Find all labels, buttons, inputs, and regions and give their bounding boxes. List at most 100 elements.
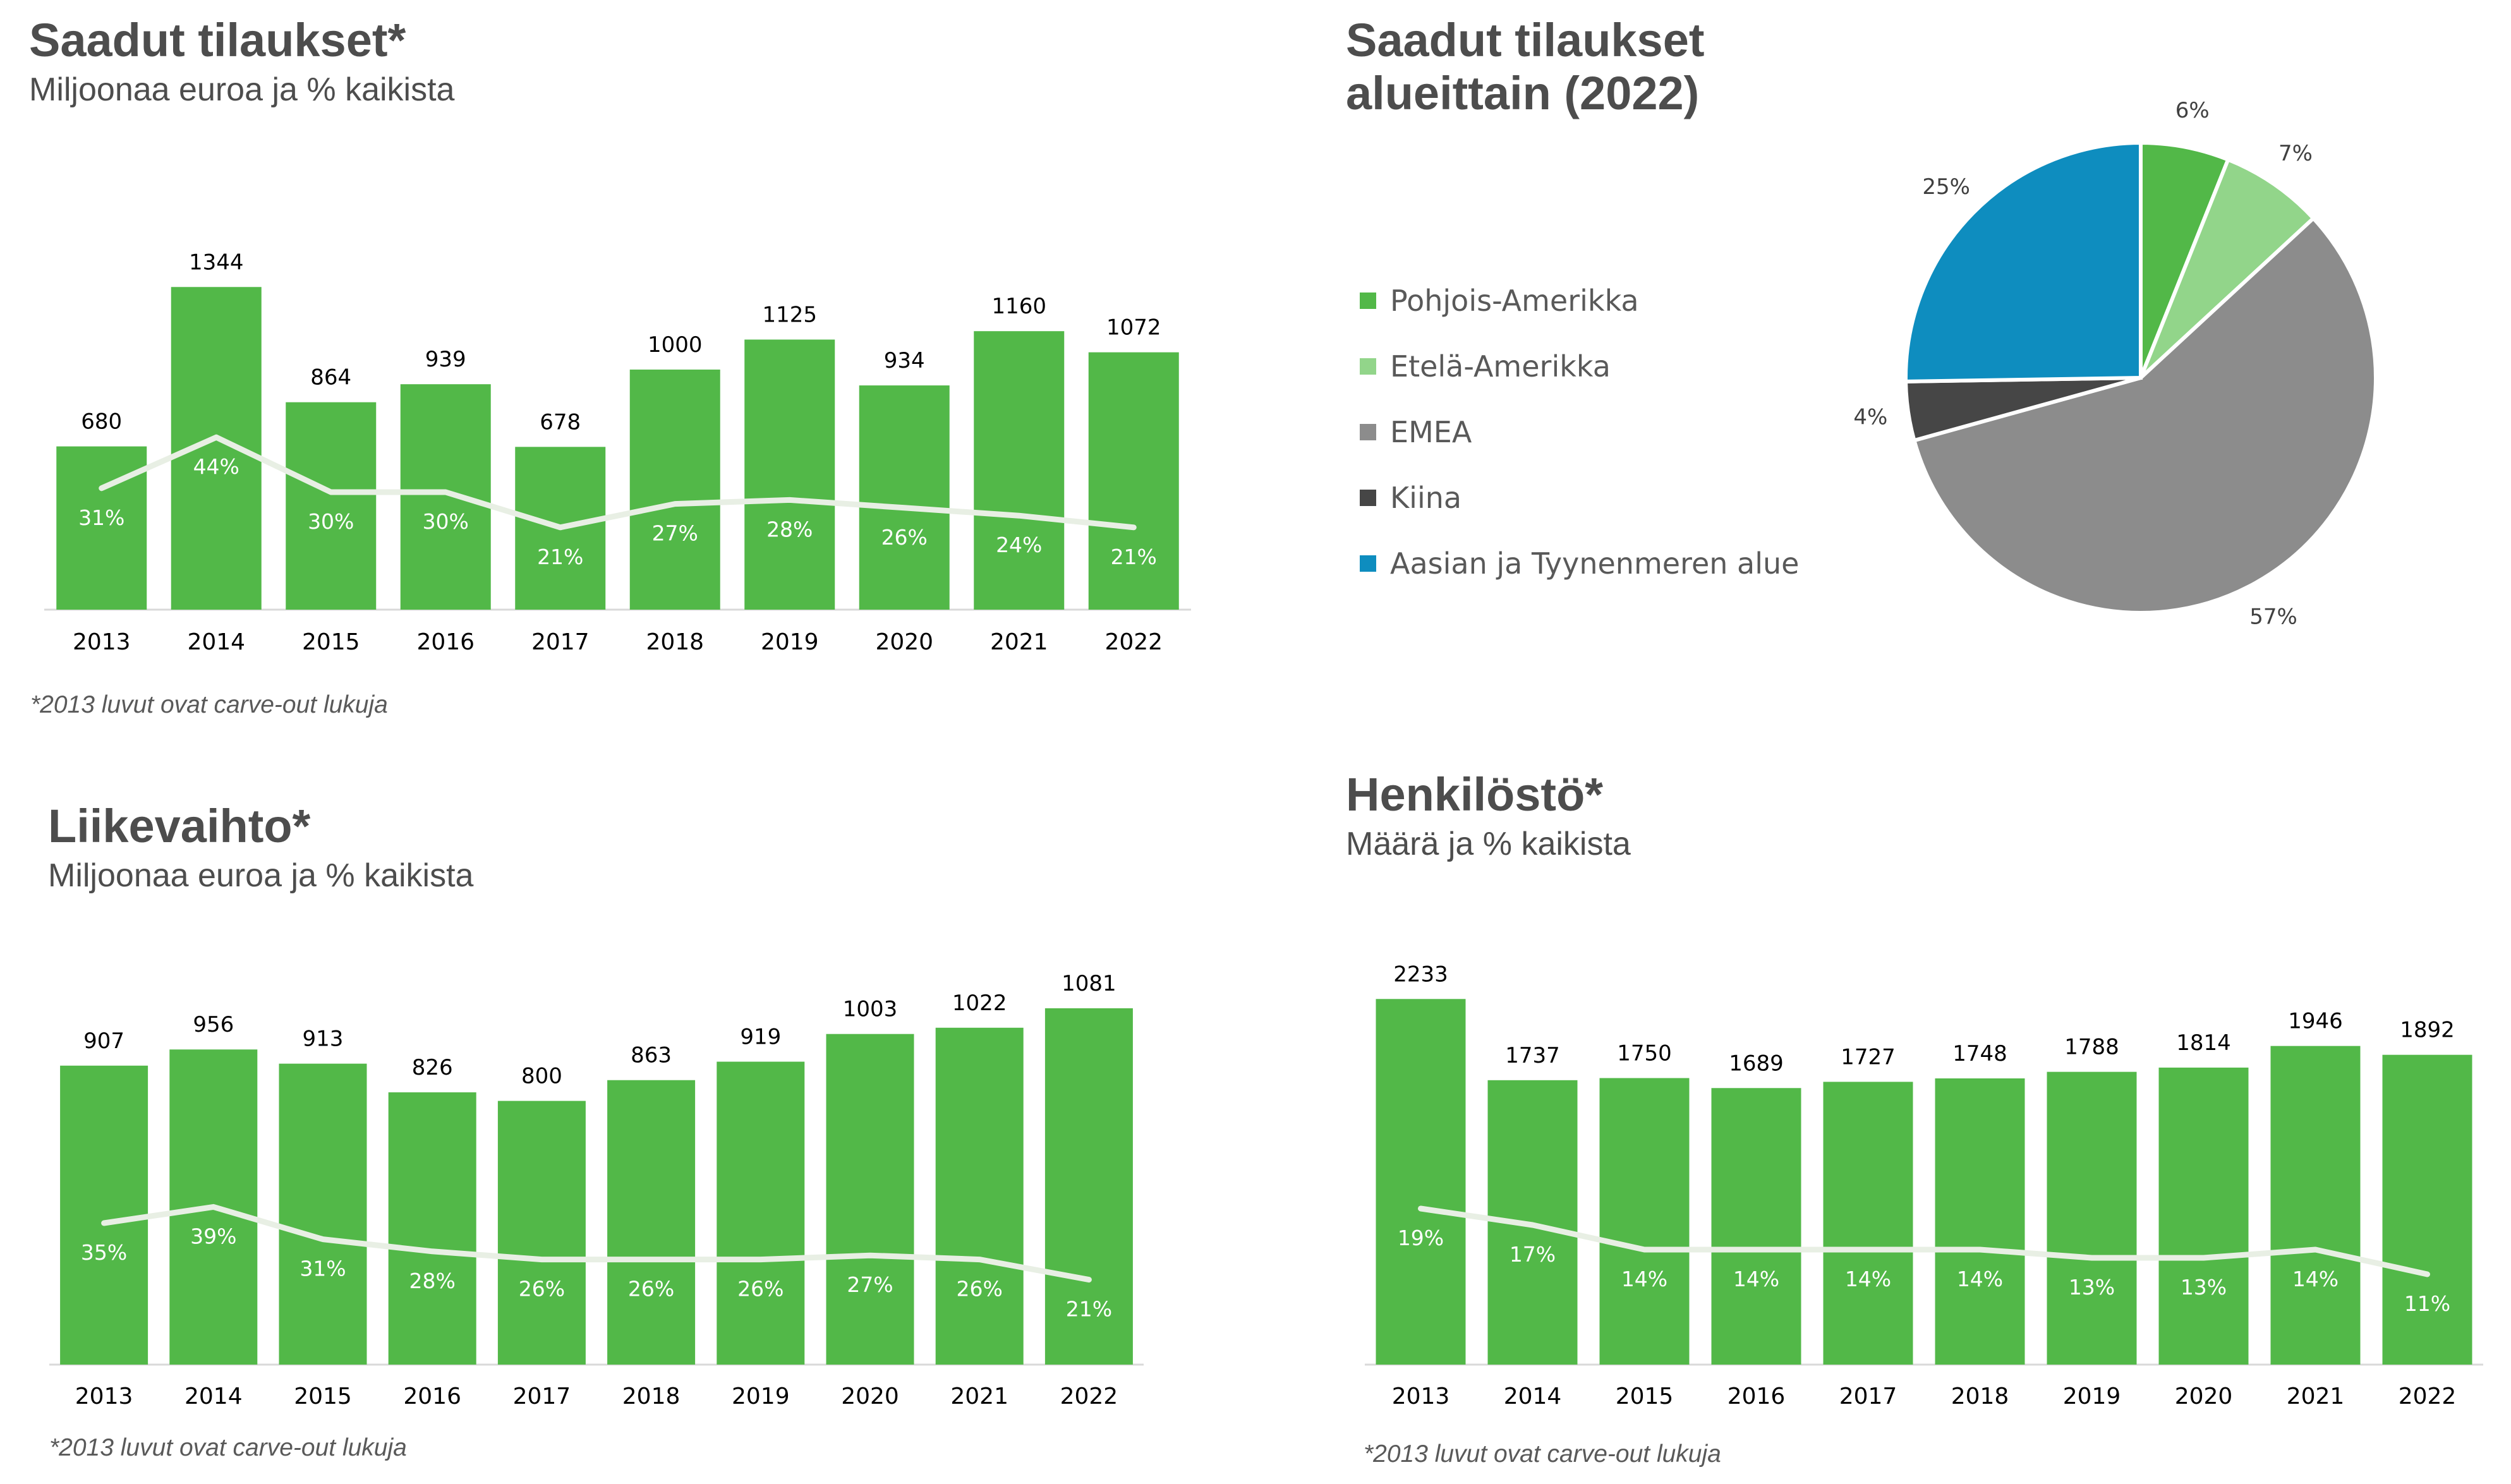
- personnel-share-label: 17%: [1510, 1242, 1556, 1267]
- personnel-note: *2013 luvut ovat carve-out lukuja: [1364, 1440, 1721, 1468]
- revenue-tick-label: 2018: [622, 1384, 681, 1409]
- revenue-bar: [607, 1080, 696, 1365]
- legend-label: EMEA: [1390, 415, 1472, 449]
- personnel-tick-label: 2014: [1504, 1384, 1562, 1409]
- revenue-bar: [717, 1061, 805, 1365]
- revenue-bar: [497, 1101, 586, 1365]
- pie-value-label: 25%: [1922, 174, 1970, 200]
- revenue-tick-label: 2013: [75, 1384, 133, 1409]
- personnel-tick-label: 2022: [2399, 1384, 2457, 1409]
- personnel-value-label: 1748: [1952, 1041, 2007, 1066]
- revenue-value-label: 919: [740, 1025, 781, 1050]
- personnel-tick-label: 2021: [2287, 1384, 2345, 1409]
- pie-slice: [2139, 157, 2316, 380]
- orders-tick-label: 2021: [990, 629, 1048, 655]
- revenue-tick-label: 2022: [1060, 1384, 1118, 1409]
- personnel-bar: [2382, 1054, 2472, 1365]
- orders-bar: [629, 370, 720, 610]
- personnel-tick-label: 2016: [1727, 1384, 1786, 1409]
- orders-subtitle: Miljoonaa euroa ja % kaikista: [29, 71, 455, 108]
- personnel-bar: [2270, 1046, 2361, 1365]
- personnel-tick-label: 2015: [1616, 1384, 1674, 1409]
- personnel-panel: Henkilöstö* Määrä ja % kaikista: [1346, 768, 2483, 863]
- orders-bar: [286, 402, 377, 610]
- revenue-share-label: 31%: [300, 1257, 346, 1281]
- personnel-value-label: 1814: [2176, 1030, 2231, 1056]
- orders-tick-label: 2018: [646, 629, 704, 655]
- personnel-value-label: 1727: [1841, 1044, 1896, 1070]
- revenue-tick-label: 2020: [841, 1384, 899, 1409]
- pie-slice: [1904, 140, 2143, 383]
- orders-value-label: 939: [425, 347, 466, 372]
- orders-tick-label: 2013: [73, 629, 131, 655]
- orders-share-label: 26%: [881, 525, 928, 550]
- revenue-value-label: 956: [193, 1012, 234, 1037]
- revenue-bar: [935, 1027, 1024, 1365]
- personnel-subtitle: Määrä ja % kaikista: [1346, 826, 1631, 862]
- orders-panel: Saadut tilaukset* Miljoonaa euroa ja % k…: [29, 14, 1230, 109]
- legend-item: Etelä-Amerikka: [1360, 334, 1799, 399]
- revenue-tick-label: 2016: [403, 1384, 461, 1409]
- orders-value-label: 1125: [762, 303, 817, 328]
- revenue-value-label: 913: [303, 1027, 344, 1052]
- legend-label: Etelä-Amerikka: [1390, 349, 1611, 383]
- personnel-tick-label: 2017: [1839, 1384, 1897, 1409]
- revenue-share-label: 26%: [737, 1277, 784, 1301]
- orders-share-label: 30%: [423, 509, 469, 534]
- revenue-panel: Liikevaihto* Miljoonaa euroa ja % kaikis…: [48, 800, 1185, 895]
- revenue-share-label: 26%: [957, 1277, 1003, 1301]
- orders-region-panel: Saadut tilaukset alueittain (2022): [1346, 14, 1915, 120]
- revenue-tick-label: 2014: [185, 1384, 243, 1409]
- revenue-subtitle: Miljoonaa euroa ja % kaikista: [48, 857, 474, 894]
- personnel-value-label: 1946: [2288, 1009, 2343, 1034]
- revenue-value-label: 863: [631, 1043, 672, 1068]
- personnel-value-label: 2233: [1393, 962, 1448, 987]
- revenue-bar: [60, 1065, 148, 1365]
- legend-swatch: [1360, 555, 1376, 572]
- revenue-note: *2013 luvut ovat carve-out lukuja: [49, 1434, 407, 1461]
- personnel-share-label: 14%: [1845, 1267, 1891, 1291]
- orders-bar: [1088, 352, 1179, 610]
- orders-value-label: 1160: [991, 294, 1046, 319]
- orders-bar: [859, 385, 950, 610]
- personnel-tick-label: 2019: [2063, 1384, 2121, 1409]
- legend-item: EMEA: [1360, 399, 1799, 465]
- pie-slice: [1911, 215, 2378, 615]
- orders-tick-label: 2016: [416, 629, 475, 655]
- legend-label: Aasian ja Tyynenmeren alue: [1390, 546, 1800, 581]
- revenue-tick-label: 2021: [950, 1384, 1008, 1409]
- personnel-share-label: 14%: [1733, 1267, 1779, 1291]
- legend-item: Aasian ja Tyynenmeren alue: [1360, 531, 1799, 596]
- orders-bar: [744, 339, 835, 610]
- personnel-tick-label: 2018: [1951, 1384, 2009, 1409]
- revenue-value-label: 800: [521, 1064, 562, 1089]
- orders-bar: [400, 384, 491, 610]
- personnel-bar: [1711, 1088, 1801, 1365]
- legend-swatch: [1360, 358, 1376, 375]
- orders-share-label: 21%: [537, 545, 583, 569]
- orders-value-label: 864: [310, 365, 351, 390]
- personnel-share-line: [1418, 1205, 2430, 1277]
- orders-bar: [974, 331, 1065, 610]
- revenue-value-label: 1081: [1062, 971, 1116, 996]
- orders-value-label: 1000: [648, 332, 703, 358]
- orders-value-label: 934: [884, 348, 925, 373]
- orders-share-label: 44%: [193, 454, 239, 479]
- personnel-share-label: 14%: [2292, 1267, 2339, 1291]
- revenue-value-label: 1003: [843, 997, 898, 1022]
- revenue-tick-label: 2015: [294, 1384, 352, 1409]
- personnel-value-label: 1750: [1617, 1041, 1672, 1066]
- revenue-share-label: 39%: [190, 1224, 236, 1248]
- orders-share-label: 21%: [1111, 545, 1157, 569]
- orders-share-label: 31%: [78, 505, 124, 530]
- personnel-bar: [1376, 999, 1466, 1365]
- orders-share-label: 27%: [652, 521, 698, 546]
- orders-region-title: Saadut tilaukset alueittain (2022): [1346, 14, 1705, 119]
- pie-legend: Pohjois-Amerikka Etelä-Amerikka EMEA Kiina A…: [1360, 268, 1799, 596]
- revenue-share-label: 26%: [628, 1277, 674, 1301]
- legend-label: Kiina: [1390, 481, 1462, 515]
- personnel-share-label: 14%: [1957, 1267, 2003, 1291]
